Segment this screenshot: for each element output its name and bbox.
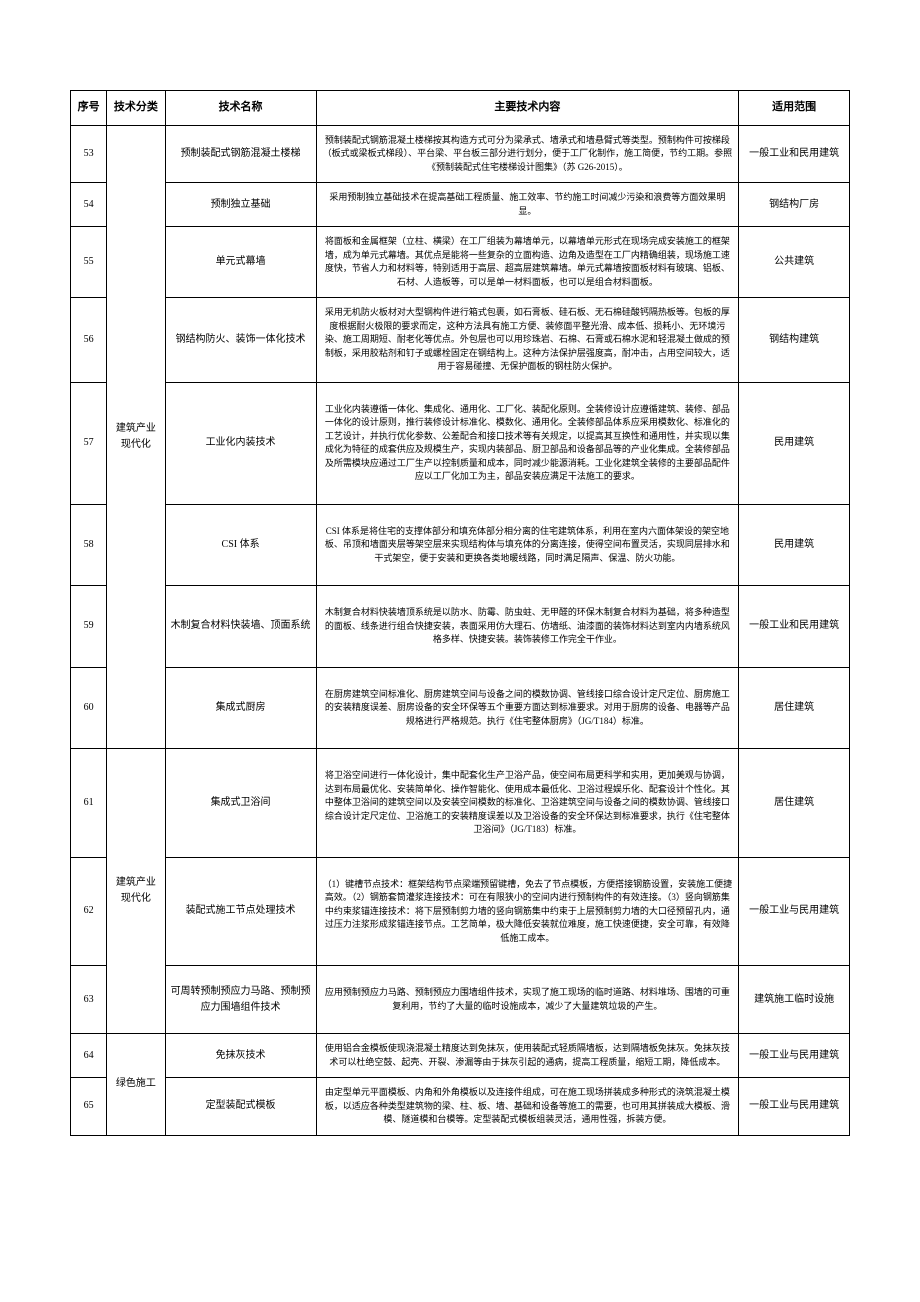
category-cell: 建筑产业现代化: [107, 749, 165, 1034]
name-cell: 单元式幕墙: [165, 227, 316, 298]
seq-cell: 61: [71, 749, 107, 858]
category-cell: 建筑产业现代化: [107, 125, 165, 749]
table-row: 64 绿色施工 免抹灰技术 使用铝合金模板使现浇混凝土精度达到免抹灰，使用装配式…: [71, 1034, 850, 1078]
seq-cell: 56: [71, 298, 107, 383]
scope-cell: 建筑施工临时设施: [739, 966, 850, 1034]
seq-cell: 57: [71, 382, 107, 504]
seq-cell: 62: [71, 857, 107, 966]
scope-cell: 一般工业与民用建筑: [739, 857, 850, 966]
table-row: 62 装配式施工节点处理技术 （1）键槽节点技术：框架结构节点梁端预留键槽，免去…: [71, 857, 850, 966]
table-row: 59 木制复合材料快装墙、顶面系统 木制复合材料快装墙顶系统是以防水、防霉、防虫…: [71, 586, 850, 668]
name-cell: CSI 体系: [165, 504, 316, 586]
category-cell: 绿色施工: [107, 1034, 165, 1136]
name-cell: 预制装配式钢筋混凝土楼梯: [165, 125, 316, 183]
content-cell: （1）键槽节点技术：框架结构节点梁端预留键槽，免去了节点模板，方便搭接钢筋设置，…: [316, 857, 739, 966]
table-row: 53 建筑产业现代化 预制装配式钢筋混凝土楼梯 预制装配式钢筋混凝土楼梯按其构造…: [71, 125, 850, 183]
header-scope: 适用范围: [739, 91, 850, 126]
table-row: 61 建筑产业现代化 集成式卫浴间 将卫浴空间进行一体化设计，集中配套化生产卫浴…: [71, 749, 850, 858]
name-cell: 可周转预制预应力马路、预制预应力围墙组件技术: [165, 966, 316, 1034]
content-cell: 采用预制独立基础技术在提高基础工程质量、施工效率、节约施工时间减少污染和浪费等方…: [316, 183, 739, 227]
seq-cell: 63: [71, 966, 107, 1034]
content-cell: 木制复合材料快装墙顶系统是以防水、防霉、防虫蛀、无甲醛的环保木制复合材料为基础，…: [316, 586, 739, 668]
seq-cell: 54: [71, 183, 107, 227]
table-row: 55 单元式幕墙 将面板和金属框架（立柱、横梁）在工厂组装为幕墙单元，以幕墙单元…: [71, 227, 850, 298]
scope-cell: 居住建筑: [739, 667, 850, 749]
seq-cell: 64: [71, 1034, 107, 1078]
scope-cell: 钢结构厂房: [739, 183, 850, 227]
header-category: 技术分类: [107, 91, 165, 126]
seq-cell: 59: [71, 586, 107, 668]
scope-cell: 居住建筑: [739, 749, 850, 858]
content-cell: 工业化内装遵循一体化、集成化、通用化、工厂化、装配化原则。全装修设计应遵循建筑、…: [316, 382, 739, 504]
header-seq: 序号: [71, 91, 107, 126]
name-cell: 装配式施工节点处理技术: [165, 857, 316, 966]
content-cell: 预制装配式钢筋混凝土楼梯按其构造方式可分为梁承式、墙承式和墙悬臂式等类型。预制构…: [316, 125, 739, 183]
content-cell: 将卫浴空间进行一体化设计，集中配套化生产卫浴产品，使空间布局更科学和实用，更加美…: [316, 749, 739, 858]
table-row: 60 集成式厨房 在厨房建筑空间标准化、厨房建筑空间与设备之间的模数协调、管线接…: [71, 667, 850, 749]
seq-cell: 53: [71, 125, 107, 183]
content-cell: 使用铝合金模板使现浇混凝土精度达到免抹灰，使用装配式轻质隔墙板，达到隔墙板免抹灰…: [316, 1034, 739, 1078]
header-row: 序号 技术分类 技术名称 主要技术内容 适用范围: [71, 91, 850, 126]
tech-table: 序号 技术分类 技术名称 主要技术内容 适用范围 53 建筑产业现代化 预制装配…: [70, 90, 850, 1136]
content-cell: 将面板和金属框架（立柱、横梁）在工厂组装为幕墙单元，以幕墙单元形式在现场完成安装…: [316, 227, 739, 298]
name-cell: 集成式卫浴间: [165, 749, 316, 858]
seq-cell: 55: [71, 227, 107, 298]
scope-cell: 一般工业和民用建筑: [739, 125, 850, 183]
name-cell: 钢结构防火、装饰一体化技术: [165, 298, 316, 383]
name-cell: 工业化内装技术: [165, 382, 316, 504]
name-cell: 集成式厨房: [165, 667, 316, 749]
name-cell: 定型装配式模板: [165, 1078, 316, 1136]
header-name: 技术名称: [165, 91, 316, 126]
name-cell: 免抹灰技术: [165, 1034, 316, 1078]
scope-cell: 一般工业和民用建筑: [739, 586, 850, 668]
scope-cell: 一般工业与民用建筑: [739, 1078, 850, 1136]
content-cell: 在厨房建筑空间标准化、厨房建筑空间与设备之间的模数协调、管线接口综合设计定尺定位…: [316, 667, 739, 749]
scope-cell: 民用建筑: [739, 382, 850, 504]
content-cell: CSI 体系是将住宅的支撑体部分和填充体部分相分离的住宅建筑体系，利用在室内六面…: [316, 504, 739, 586]
name-cell: 木制复合材料快装墙、顶面系统: [165, 586, 316, 668]
scope-cell: 钢结构建筑: [739, 298, 850, 383]
seq-cell: 58: [71, 504, 107, 586]
seq-cell: 65: [71, 1078, 107, 1136]
content-cell: 应用预制预应力马路、预制预应力围墙组件技术，实现了施工现场的临时道路、材料堆场、…: [316, 966, 739, 1034]
table-row: 63 可周转预制预应力马路、预制预应力围墙组件技术 应用预制预应力马路、预制预应…: [71, 966, 850, 1034]
header-content: 主要技术内容: [316, 91, 739, 126]
scope-cell: 公共建筑: [739, 227, 850, 298]
scope-cell: 民用建筑: [739, 504, 850, 586]
table-row: 57 工业化内装技术 工业化内装遵循一体化、集成化、通用化、工厂化、装配化原则。…: [71, 382, 850, 504]
scope-cell: 一般工业与民用建筑: [739, 1034, 850, 1078]
name-cell: 预制独立基础: [165, 183, 316, 227]
content-cell: 由定型单元平面模板、内角和外角模板以及连接件组成，可在施工现场拼装成多种形式的浇…: [316, 1078, 739, 1136]
table-row: 58 CSI 体系 CSI 体系是将住宅的支撑体部分和填充体部分相分离的住宅建筑…: [71, 504, 850, 586]
table-row: 56 钢结构防火、装饰一体化技术 采用无机防火板材对大型钢构件进行箱式包裹，如石…: [71, 298, 850, 383]
content-cell: 采用无机防火板材对大型钢构件进行箱式包裹，如石膏板、硅石板、无石棉硅酸钙隔热板等…: [316, 298, 739, 383]
table-row: 65 定型装配式模板 由定型单元平面模板、内角和外角模板以及连接件组成，可在施工…: [71, 1078, 850, 1136]
table-row: 54 预制独立基础 采用预制独立基础技术在提高基础工程质量、施工效率、节约施工时…: [71, 183, 850, 227]
seq-cell: 60: [71, 667, 107, 749]
